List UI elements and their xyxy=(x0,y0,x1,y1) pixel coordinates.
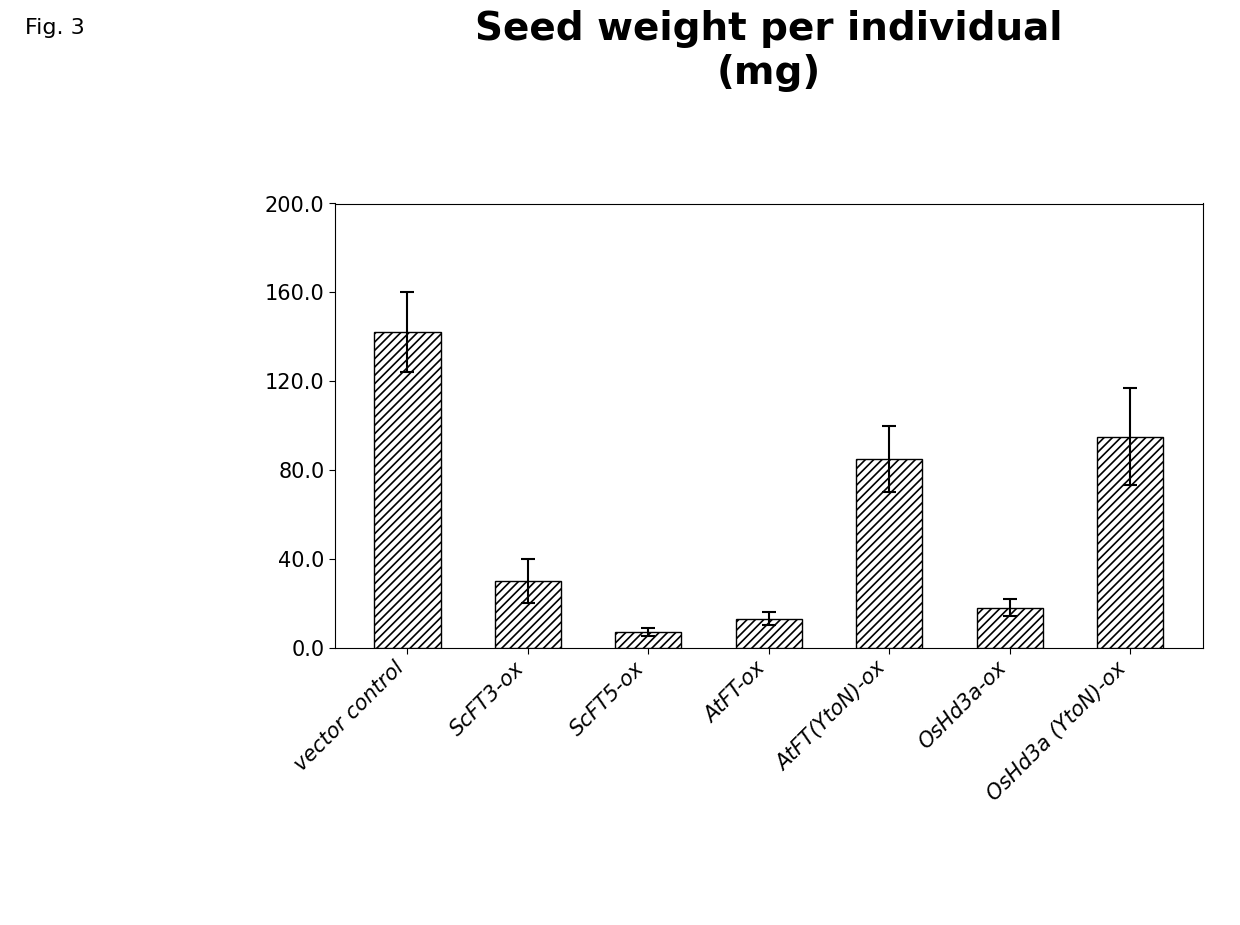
Bar xyxy=(856,459,923,648)
Bar xyxy=(735,619,802,648)
Text: Seed weight per individual
(mg): Seed weight per individual (mg) xyxy=(475,10,1063,92)
Bar xyxy=(495,581,560,647)
Text: Fig. 3: Fig. 3 xyxy=(25,18,84,39)
Bar xyxy=(977,608,1043,648)
Bar xyxy=(374,332,440,648)
Bar xyxy=(1097,437,1163,648)
Bar xyxy=(615,632,682,648)
